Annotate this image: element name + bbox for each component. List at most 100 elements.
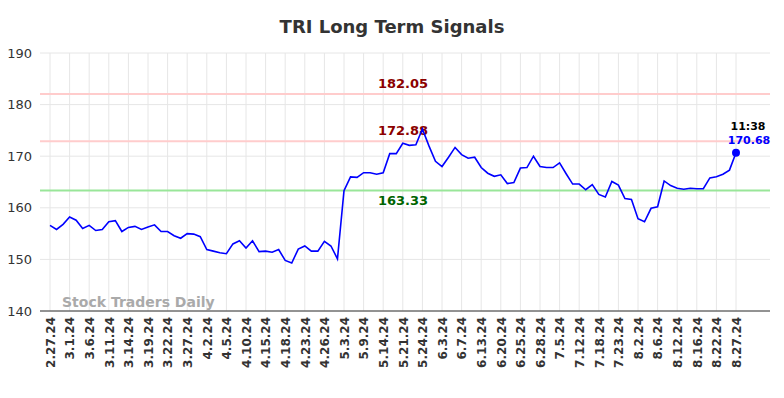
x-tick: 3.14.24 [122,311,136,368]
x-grid-line [324,53,325,311]
x-grid-line [148,53,149,311]
x-tick-label: 8.22.24 [710,317,724,368]
x-tick: 4.15.24 [259,311,273,368]
x-tick: 7.18.24 [593,311,607,368]
x-tick-label: 7.23.24 [612,317,626,368]
y-tick-label: 180 [7,97,32,112]
x-tick: 8.27.24 [730,311,744,368]
x-grid-line [716,53,717,311]
plot-area [50,129,740,263]
x-tick: 6.25.24 [514,311,528,368]
y-tick-label: 140 [7,304,32,319]
x-grid-line [598,53,599,311]
x-tick-label: 8.6.24 [651,317,665,360]
x-tick-label: 7.12.24 [573,317,587,368]
reference-label: 163.33 [378,193,428,208]
x-tick-label: 3.14.24 [122,317,136,368]
x-tick: 6.13.24 [475,311,489,368]
x-grid-line [442,53,443,311]
x-grid-line [736,53,737,311]
x-tick-label: 5.14.24 [377,317,391,368]
x-tick-label: 4.10.24 [240,317,254,368]
x-tick-label: 4.5.24 [220,317,234,360]
y-tick: 180 [7,97,40,112]
x-grid-line [167,53,168,311]
x-tick-label: 3.11.24 [103,317,117,368]
x-tick: 3.1.24 [63,311,77,360]
x-grid-line [285,53,286,311]
x-tick: 4.18.24 [279,311,293,368]
reference-label: 172.88 [378,123,428,138]
x-tick: 8.12.24 [671,311,685,368]
title: TRI Long Term Signals [280,16,505,37]
x-tick-label: 3.6.24 [83,317,97,360]
x-tick: 2.27.24 [44,311,58,368]
x-tick: 4.5.24 [220,311,234,360]
x-tick: 3.6.24 [83,311,97,360]
x-tick-label: 6.25.24 [514,317,528,368]
x-tick: 7.23.24 [612,311,626,368]
x-tick-label: 4.26.24 [318,317,332,368]
x-tick-label: 8.27.24 [730,317,744,368]
y-tick: 170 [7,149,40,164]
x-grid-line [108,53,109,311]
x-tick: 4.26.24 [318,311,332,368]
y-tick: 160 [7,200,40,215]
x-grid-line [461,53,462,311]
x-tick: 7.5.24 [553,311,567,360]
x-grid-line [540,53,541,311]
x-tick: 3.19.24 [142,311,156,368]
x-grid-line [638,53,639,311]
y-tick-label: 160 [7,200,32,215]
x-tick-label: 5.9.24 [357,317,371,360]
x-tick: 7.12.24 [573,311,587,368]
x-grid-line [559,53,560,311]
x-tick-label: 7.18.24 [593,317,607,368]
x-tick: 8.2.24 [632,311,646,360]
x-tick: 5.14.24 [377,311,391,368]
x-axis-line [40,311,770,312]
x-grid-line [304,53,305,311]
x-tick-label: 4.15.24 [259,317,273,368]
x-tick: 5.3.24 [338,311,352,360]
grid [40,53,770,311]
reference-lines: 182.05172.88163.33 [40,76,770,208]
x-tick-label: 6.13.24 [475,317,489,368]
x-grid-line [383,53,384,311]
x-tick-label: 8.12.24 [671,317,685,368]
chart: TRI Long Term SignalsStock Traders Daily… [0,0,784,398]
x-grid-line [69,53,70,311]
x-tick: 8.16.24 [691,311,705,368]
x-grid-line [128,53,129,311]
x-tick: 4.10.24 [240,311,254,368]
x-grid-line [226,53,227,311]
x-grid-line [246,53,247,311]
x-grid-line [89,53,90,311]
x-tick-label: 3.27.24 [181,317,195,368]
x-tick-label: 3.1.24 [63,317,77,360]
x-axis: 2.27.24 3.1.24 3.6.24 3.11.24 3.14.24 3.19.24… [40,311,770,368]
x-tick: 5.24.24 [416,311,430,368]
y-tick-label: 190 [7,46,32,61]
x-tick-label: 5.3.24 [338,317,352,360]
y-tick-label: 150 [7,252,32,267]
x-grid-line [657,53,658,311]
x-tick: 6.20.24 [495,311,509,368]
x-tick-label: 4.23.24 [299,317,313,368]
x-tick: 5.21.24 [397,311,411,368]
x-tick-label: 6.20.24 [495,317,509,368]
x-tick: 4.23.24 [299,311,313,368]
x-grid-line [344,53,345,311]
x-grid-line [50,53,51,311]
y-grid-line [40,104,770,105]
x-tick-label: 8.2.24 [632,317,646,360]
x-tick-label: 7.5.24 [553,317,567,360]
y-grid-line [40,259,770,260]
x-tick-label: 5.24.24 [416,317,430,368]
x-tick-label: 2.27.24 [44,317,58,368]
y-axis-line [40,54,41,312]
x-grid-line [187,53,188,311]
x-tick: 6.28.24 [534,311,548,368]
last-point [732,149,740,157]
x-tick: 3.11.24 [103,311,117,368]
